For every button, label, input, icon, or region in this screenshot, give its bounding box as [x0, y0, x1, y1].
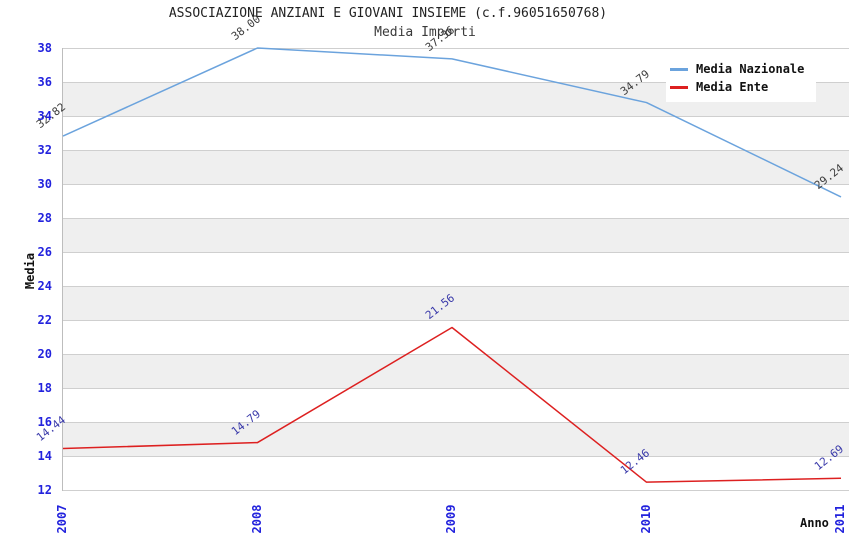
y-tick-label: 36 [37, 75, 52, 89]
legend-line-swatch [670, 85, 688, 89]
series-line-media-nazionale [62, 47, 842, 198]
legend-label: Media Ente [696, 80, 769, 94]
gridline [63, 82, 849, 83]
y-tick-label: 28 [37, 211, 52, 225]
y-tick-label: 34 [37, 109, 52, 123]
gridline [63, 320, 849, 321]
grid-band [63, 184, 849, 218]
grid-band [63, 150, 849, 184]
legend: Media Nazionale Media Ente [666, 56, 816, 102]
y-tick-label: 14 [37, 449, 52, 463]
y-tick-label: 18 [37, 381, 52, 395]
grid-band [63, 252, 849, 286]
gridline [63, 184, 849, 185]
legend-item: Media Nazionale [668, 60, 814, 78]
y-tick-label: 30 [37, 177, 52, 191]
y-tick-label: 24 [37, 279, 52, 293]
x-tick-label: 2009 [444, 504, 458, 534]
legend-label: Media Nazionale [696, 62, 805, 76]
legend-item: Media Ente [668, 78, 814, 96]
chart-subtitle: Media Importi [374, 25, 476, 40]
gridline [63, 286, 849, 287]
grid-band [63, 388, 849, 422]
y-tick-label: 22 [37, 313, 52, 327]
grid-band [63, 286, 849, 320]
chart-title: ASSOCIAZIONE ANZIANI E GIOVANI INSIEME (… [168, 6, 608, 21]
grid-band [63, 116, 849, 150]
y-tick-label: 26 [37, 245, 52, 259]
y-tick-label: 38 [37, 41, 52, 55]
grid-band [63, 456, 849, 490]
gridline [63, 218, 849, 219]
gridline [63, 252, 849, 253]
grid-band [63, 320, 849, 354]
y-tick-label: 32 [37, 143, 52, 157]
gridline [63, 150, 849, 151]
series-line-media-ente [62, 326, 842, 483]
gridline [63, 388, 849, 389]
grid-band [63, 218, 849, 252]
grid-band [63, 354, 849, 388]
gridline [63, 456, 849, 457]
legend-line-swatch [670, 67, 688, 71]
gridline [63, 354, 849, 355]
x-tick-label: 2008 [249, 504, 264, 534]
x-tick-label: 2010 [638, 504, 653, 534]
gridline [63, 48, 849, 49]
x-axis-title: Anno [800, 516, 829, 530]
grid-band [63, 422, 849, 456]
y-tick-label: 12 [37, 483, 52, 497]
gridline [63, 116, 849, 117]
series-lines-svg [62, 47, 842, 483]
plot-area [62, 47, 849, 491]
gridline [63, 422, 849, 423]
gridline [63, 490, 849, 491]
y-tick-label: 16 [37, 415, 52, 429]
y-tick-label: 20 [37, 347, 52, 361]
x-tick-label: 2007 [55, 504, 69, 534]
